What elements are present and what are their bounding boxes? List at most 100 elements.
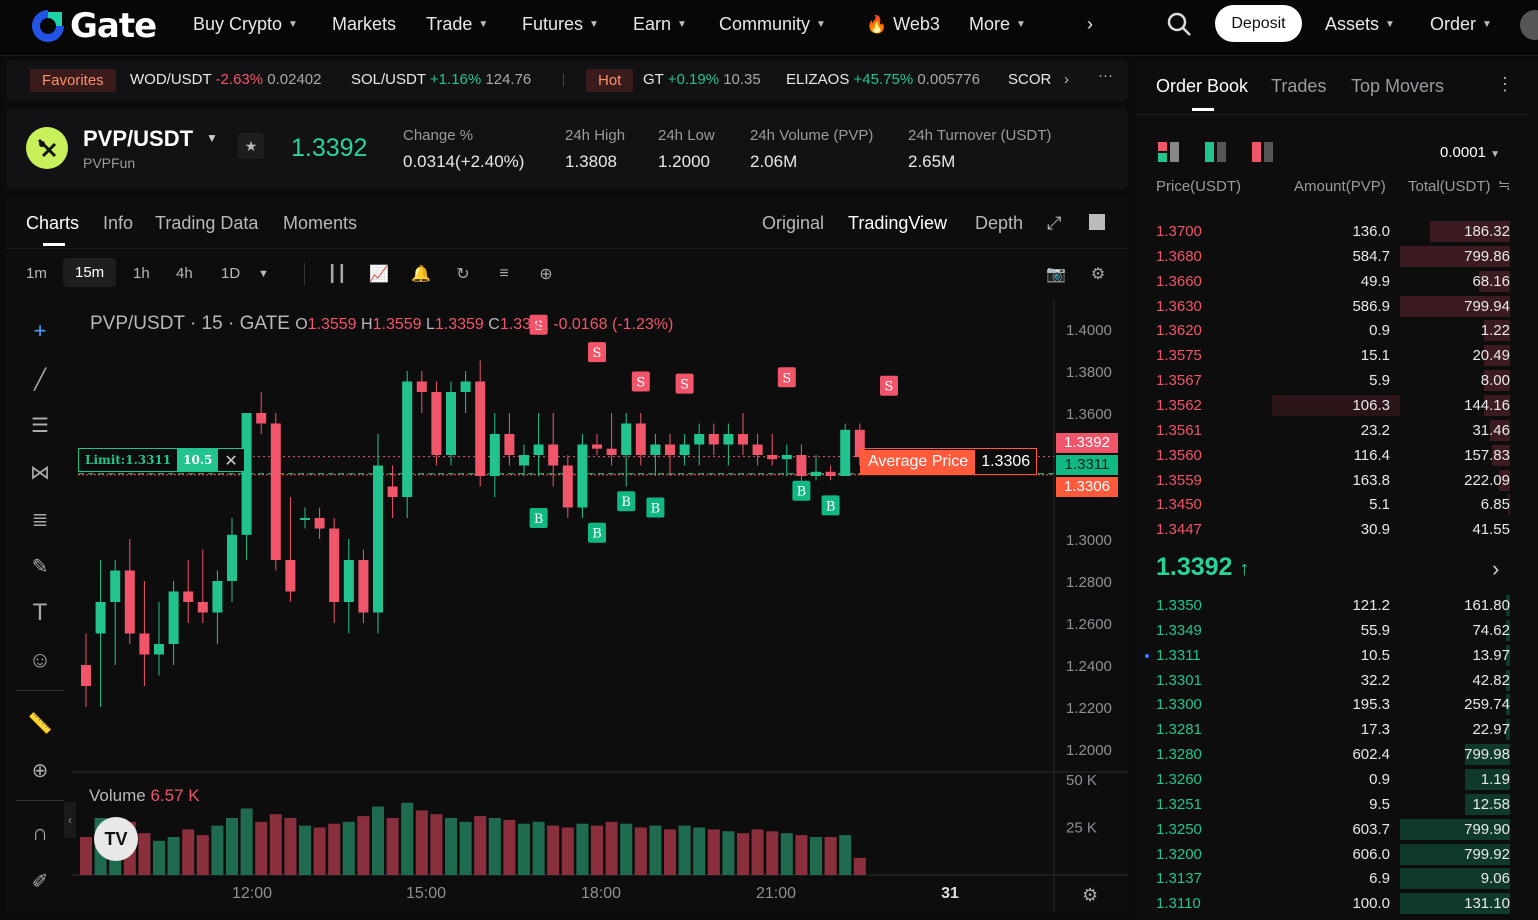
tradingview-logo-icon[interactable]: TV <box>94 817 138 861</box>
chevron-right-icon[interactable]: › <box>1064 71 1069 88</box>
lock-drawing-icon[interactable]: ✐ <box>31 870 49 893</box>
chevron-right-icon[interactable]: › <box>1492 556 1500 581</box>
limit-order-tag[interactable]: Limit:1.3311 10.5 ✕ <box>78 448 245 472</box>
bid-row[interactable]: 1.3349 55.9 74.62 <box>1136 619 1528 643</box>
crosshair-icon[interactable]: + <box>33 318 47 343</box>
ticker-item[interactable]: SOL/USDT +1.16% 124.76 <box>351 71 531 88</box>
tab-original[interactable]: Original <box>762 213 825 233</box>
tab-info[interactable]: Info <box>103 213 134 233</box>
pattern-icon[interactable]: ⋈ <box>30 461 50 484</box>
nav-more[interactable]: More ▼ <box>969 14 1026 35</box>
favorites-badge[interactable]: Favorites <box>30 69 116 92</box>
bid-row[interactable]: 1.3301 32.2 42.82 <box>1136 669 1528 693</box>
collapse-toolbar-icon[interactable]: ‹ <box>64 802 76 838</box>
ticker-item[interactable]: GT +0.19% 10.35 <box>643 71 761 88</box>
candle-type-icon[interactable]: ┃┃ <box>327 266 347 283</box>
magnet-icon[interactable]: ∩ <box>32 820 48 845</box>
chevron-down-icon[interactable]: ▼ <box>206 131 218 145</box>
tab-moments[interactable]: Moments <box>283 213 358 233</box>
nav-markets[interactable]: Markets <box>332 14 396 35</box>
tab-order-book[interactable]: Order Book <box>1156 76 1249 96</box>
tab-trades[interactable]: Trades <box>1271 76 1327 96</box>
search-icon[interactable] <box>1166 11 1192 42</box>
templates-icon[interactable]: ≡ <box>499 265 509 282</box>
avatar[interactable] <box>1520 10 1538 40</box>
chart-settings-icon[interactable]: ⚙ <box>1082 885 1099 905</box>
ask-row[interactable]: 1.3630 586.9 799.94 <box>1136 295 1528 319</box>
bid-row[interactable]: 1.3311 10.5 13.97 <box>1136 644 1528 668</box>
zoom-in-icon[interactable]: ⊕ <box>31 759 49 782</box>
nav-assets[interactable]: Assets ▼ <box>1325 14 1395 35</box>
ask-row[interactable]: 1.3680 584.7 799.86 <box>1136 245 1528 269</box>
deposit-button[interactable]: Deposit <box>1215 5 1302 42</box>
settings-icon[interactable]: ⚙ <box>1090 266 1106 283</box>
ask-row[interactable]: 1.3560 116.4 157.83 <box>1136 444 1528 468</box>
timeframe-1d[interactable]: 1D <box>221 265 241 282</box>
fib-icon[interactable]: ≣ <box>31 508 49 531</box>
tab-top-movers[interactable]: Top Movers <box>1351 76 1445 96</box>
bid-row[interactable]: 1.3110 100.0 131.10 <box>1136 892 1528 916</box>
chevron-down-icon[interactable]: ▼ <box>258 268 269 280</box>
bid-row[interactable]: 1.3250 603.7 799.90 <box>1136 818 1528 842</box>
nav-futures[interactable]: Futures ▼ <box>522 14 599 35</box>
close-icon[interactable]: ✕ <box>224 450 238 470</box>
alert-icon[interactable]: 🔔 <box>411 266 431 283</box>
ask-row[interactable]: 1.3620 0.9 1.22 <box>1136 319 1528 343</box>
view-both-icon[interactable] <box>1158 142 1180 162</box>
replay-icon[interactable]: ↻ <box>456 266 470 283</box>
precision-select[interactable]: 0.0001 ▼ <box>1440 144 1500 161</box>
ticker-item[interactable]: ELIZAOS +45.75% 0.005776 <box>786 71 980 88</box>
nav-community[interactable]: Community ▼ <box>719 14 826 35</box>
ticker-item[interactable]: SCOR <box>1008 71 1051 88</box>
nav-trade[interactable]: Trade ▼ <box>426 14 488 35</box>
tab-trading-data[interactable]: Trading Data <box>155 213 259 233</box>
ruler-icon[interactable]: 📏 <box>27 712 53 735</box>
bid-row[interactable]: 1.3281 17.3 22.97 <box>1136 718 1528 742</box>
camera-icon[interactable]: 📷 <box>1046 266 1066 283</box>
more-icon[interactable]: ··· <box>1098 67 1113 84</box>
ask-row[interactable]: 1.3660 49.9 68.16 <box>1136 270 1528 294</box>
timeframe-1m[interactable]: 1m <box>26 265 47 282</box>
ask-row[interactable]: 1.3450 5.1 6.85 <box>1136 493 1528 517</box>
trendline-icon[interactable]: ╱ <box>33 368 47 391</box>
ask-row[interactable]: 1.3567 5.9 8.00 <box>1136 369 1528 393</box>
ask-row[interactable]: 1.3562 106.3 144.16 <box>1136 394 1528 418</box>
nav-buy-crypto[interactable]: Buy Crypto ▼ <box>193 14 298 35</box>
tab-charts[interactable]: Charts <box>26 213 80 233</box>
expand-icon[interactable]: ⤢ <box>1047 213 1062 233</box>
pair-symbol[interactable]: PVP/USDT <box>83 126 194 151</box>
layout-icon[interactable] <box>1089 214 1105 230</box>
price-chart[interactable]: 1.4000 1.3800 1.3600 1.3000 1.2800 1.2600 1.24… <box>72 300 1128 912</box>
indicators-icon[interactable]: 📈 <box>369 266 389 283</box>
add-icon[interactable]: ⊕ <box>539 266 553 283</box>
nav-scroll-right[interactable]: › <box>1087 14 1093 35</box>
star-icon[interactable]: ★ <box>238 133 264 159</box>
more-vertical-icon[interactable]: ⋮ <box>1496 74 1514 94</box>
tab-tradingview[interactable]: TradingView <box>848 213 948 233</box>
bid-row[interactable]: 1.3350 121.2 161.80 <box>1136 594 1528 618</box>
timeframe-4h[interactable]: 4h <box>176 265 193 282</box>
nav-earn[interactable]: Earn ▼ <box>633 14 687 35</box>
sort-icon[interactable]: ≒ <box>1498 177 1511 194</box>
tab-depth[interactable]: Depth <box>975 213 1024 233</box>
bid-row[interactable]: 1.3300 195.3 259.74 <box>1136 693 1528 717</box>
ask-row[interactable]: 1.3561 23.2 31.46 <box>1136 419 1528 443</box>
bid-row[interactable]: 1.3251 9.5 12.58 <box>1136 793 1528 817</box>
bid-row[interactable]: 1.3200 606.0 799.92 <box>1136 843 1528 867</box>
ticker-item[interactable]: WOD/USDT -2.63% 0.02402 <box>130 71 322 88</box>
view-bids-icon[interactable] <box>1205 142 1227 162</box>
view-asks-icon[interactable] <box>1252 142 1274 162</box>
gate-logo[interactable]: Gate <box>30 6 157 46</box>
text-icon[interactable]: T <box>32 599 48 626</box>
timeframe-1h[interactable]: 1h <box>133 265 150 282</box>
bid-row[interactable]: 1.3260 0.9 1.19 <box>1136 768 1528 792</box>
emoji-icon[interactable]: ☺ <box>28 647 52 672</box>
ask-row[interactable]: 1.3447 30.9 41.55 <box>1136 518 1528 542</box>
brush-icon[interactable]: ✎ <box>31 555 49 578</box>
ask-row[interactable]: 1.3700 136.0 186.32 <box>1136 220 1528 244</box>
ask-row[interactable]: 1.3575 15.1 20.49 <box>1136 344 1528 368</box>
nav-web3[interactable]: 🔥 Web3 <box>866 14 940 35</box>
ask-row[interactable]: 1.3559 163.8 222.09 <box>1136 469 1528 493</box>
bid-row[interactable]: 1.3280 602.4 799.98 <box>1136 743 1528 767</box>
horizontal-lines-icon[interactable]: ☰ <box>31 414 49 437</box>
